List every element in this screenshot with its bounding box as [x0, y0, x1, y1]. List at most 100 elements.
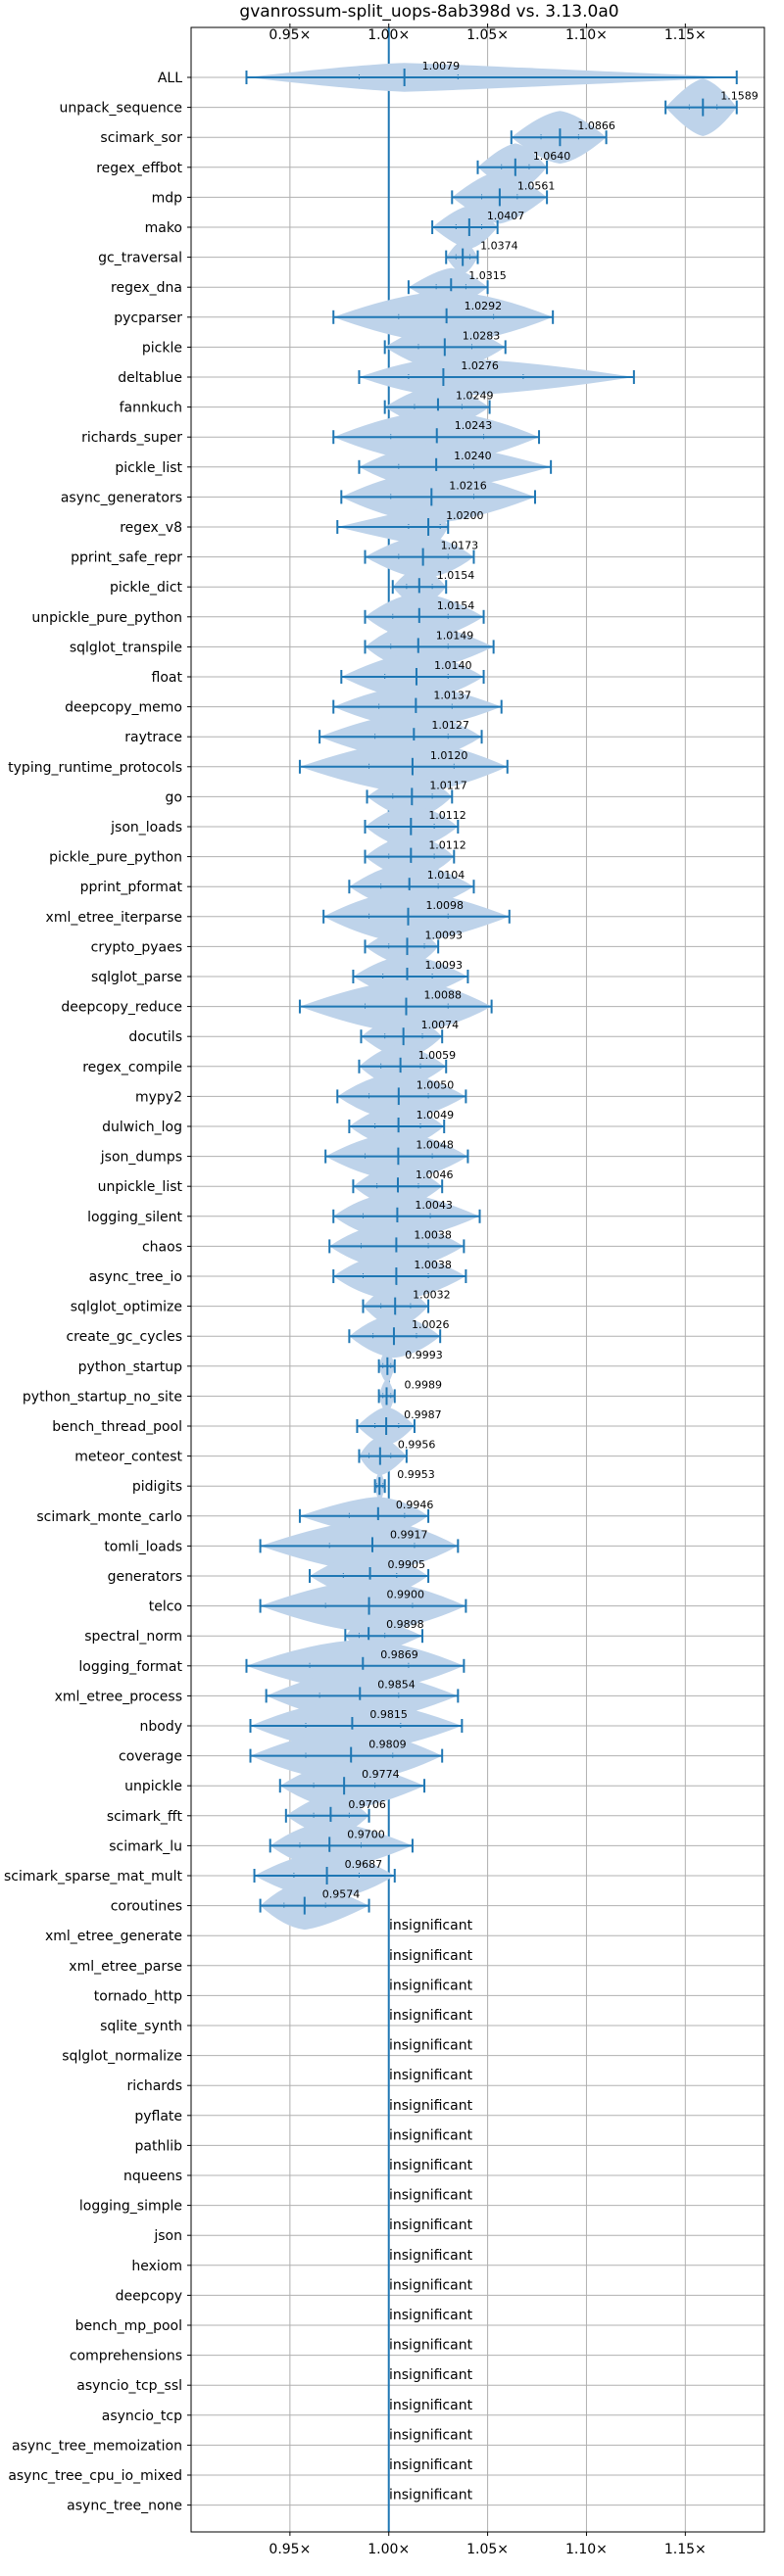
benchmark-label: sqlglot_parse [91, 970, 182, 985]
mean-value-label: 1.0112 [428, 839, 466, 852]
mean-value-label: 0.9854 [377, 1678, 416, 1691]
mean-value-label: 1.1589 [720, 90, 759, 103]
x-tick-label-top: 1.05× [466, 27, 509, 43]
mean-value-label: 1.0216 [449, 479, 487, 492]
benchmark-label: asyncio_tcp [102, 2409, 182, 2424]
mean-value-label: 1.0137 [433, 690, 471, 702]
benchmark-label: logging_format [78, 1659, 182, 1675]
mean-value-label: 0.9989 [405, 1378, 443, 1391]
mean-value-label: 0.9956 [398, 1439, 436, 1452]
mean-value-label: 0.9946 [396, 1499, 434, 1511]
benchmark-label: pickle_pure_python [49, 850, 182, 866]
insignificant-label: insignificant [389, 2127, 473, 2143]
mean-value-label: 1.0049 [416, 1109, 455, 1121]
mean-value-label: 0.9687 [345, 1858, 383, 1871]
mean-value-label: 1.0866 [577, 119, 615, 132]
benchmark-label: scimark_fft [107, 1809, 183, 1825]
benchmark-label: coverage [119, 1749, 182, 1765]
mean-value-label: 1.0093 [424, 929, 463, 941]
benchmark-label: raytrace [124, 730, 182, 745]
chart-title: gvanrossum-split_uops-8ab398d vs. 3.13.0… [239, 2, 618, 22]
benchmark-label: float [152, 670, 183, 686]
mean-value-label: 1.0048 [416, 1139, 454, 1152]
benchmark-label: deltablue [118, 370, 182, 386]
benchmark-label: deepcopy [116, 2288, 182, 2304]
mean-value-label: 1.0043 [415, 1199, 453, 1212]
insignificant-label: insignificant [389, 2277, 473, 2293]
mean-value-label: 1.0200 [446, 509, 484, 522]
benchmark-label: sqlglot_optimize [71, 1300, 182, 1315]
benchmark-label: pickle [142, 340, 182, 356]
mean-value-label: 1.0120 [430, 749, 468, 762]
mean-value-label: 0.9706 [348, 1798, 386, 1811]
insignificant-label: insignificant [389, 2398, 473, 2413]
benchmark-label: unpack_sequence [60, 101, 182, 117]
benchmark-label: richards [127, 2078, 183, 2094]
mean-value-label: 1.0112 [428, 809, 466, 822]
mean-value-label: 0.9953 [397, 1468, 435, 1481]
mark-layer [245, 27, 738, 2532]
mean-value-label: 1.0093 [424, 959, 463, 972]
x-tick-label-bottom: 0.95× [269, 2542, 311, 2557]
mean-value-label: 1.0088 [423, 989, 462, 1002]
benchmark-label: pycparser [114, 310, 182, 326]
benchmark-label: deepcopy_memo [65, 700, 182, 716]
x-tick-label-top: 0.95× [269, 27, 311, 43]
insignificant-label: insignificant [389, 2098, 473, 2114]
mean-value-label: 1.0154 [437, 599, 475, 612]
insignificant-label: insignificant [389, 2427, 473, 2443]
benchmark-label: bench_thread_pool [52, 1419, 182, 1435]
mean-value-label: 1.0127 [431, 719, 469, 732]
benchmark-label: create_gc_cycles [66, 1329, 182, 1345]
benchmark-label: gc_traversal [98, 251, 182, 266]
mean-value-label: 1.0117 [429, 779, 467, 791]
benchmark-label: json_loads [110, 820, 182, 835]
benchmark-label: generators [108, 1569, 182, 1585]
insignificant-label: insignificant [389, 1978, 473, 1993]
benchmark-label: regex_compile [82, 1060, 182, 1075]
x-tick-label-top: 1.00× [368, 27, 410, 43]
benchmark-label: crypto_pyaes [91, 939, 182, 955]
x-tick-label-bottom: 1.15× [664, 2542, 707, 2557]
benchmark-label: regex_effbot [96, 161, 182, 176]
benchmark-label: logging_simple [79, 2199, 182, 2215]
mean-value-label: 1.0050 [416, 1078, 455, 1091]
benchmark-label: regex_v8 [120, 520, 182, 536]
mean-value-label: 1.0276 [461, 359, 499, 372]
benchmark-label: json_dumps [100, 1150, 182, 1166]
plot-frame [190, 26, 765, 2533]
benchmark-label: scimark_sparse_mat_mult [4, 1869, 182, 1884]
benchmark-label: unpickle [124, 1779, 182, 1794]
mean-value-label: 1.0032 [413, 1289, 451, 1302]
insignificant-label: insignificant [389, 2038, 473, 2054]
benchmark-label: ALL [158, 71, 182, 86]
mean-value-label: 1.0374 [480, 240, 517, 253]
insignificant-label: insignificant [389, 2338, 473, 2354]
benchmark-label: pidigits [132, 1479, 182, 1495]
benchmark-label: dulwich_log [102, 1120, 182, 1135]
benchmark-label: json [153, 2228, 182, 2244]
benchmark-label: async_tree_cpu_io_mixed [8, 2468, 182, 2484]
mean-value-label: 1.0046 [416, 1169, 454, 1181]
benchmark-label: python_startup_no_site [23, 1389, 182, 1405]
benchmark-label: mako [145, 220, 182, 236]
insignificant-label: insignificant [389, 2488, 473, 2504]
mean-value-label: 1.0026 [412, 1318, 450, 1331]
benchmark-label: async_tree_memoization [12, 2438, 182, 2454]
benchmark-label: pyflate [134, 2109, 182, 2124]
benchmark-label: pathlib [135, 2138, 183, 2154]
mean-value-label: 1.0140 [434, 659, 472, 672]
insignificant-label: insignificant [389, 1918, 473, 1933]
x-tick-label-bottom: 1.05× [466, 2542, 509, 2557]
insignificant-label: insignificant [389, 2457, 473, 2473]
insignificant-label: insignificant [389, 2008, 473, 2024]
benchmark-label: async_tree_io [89, 1269, 182, 1285]
benchmark-label: async_tree_none [67, 2499, 182, 2514]
benchmark-label: chaos [142, 1239, 182, 1255]
mean-value-label: 1.0292 [465, 300, 502, 312]
mean-value-label: 0.9574 [322, 1888, 361, 1901]
x-tick-label-bottom: 1.00× [368, 2542, 410, 2557]
mean-value-label: 1.0104 [427, 869, 466, 882]
x-tick-label-bottom: 1.10× [565, 2542, 608, 2557]
